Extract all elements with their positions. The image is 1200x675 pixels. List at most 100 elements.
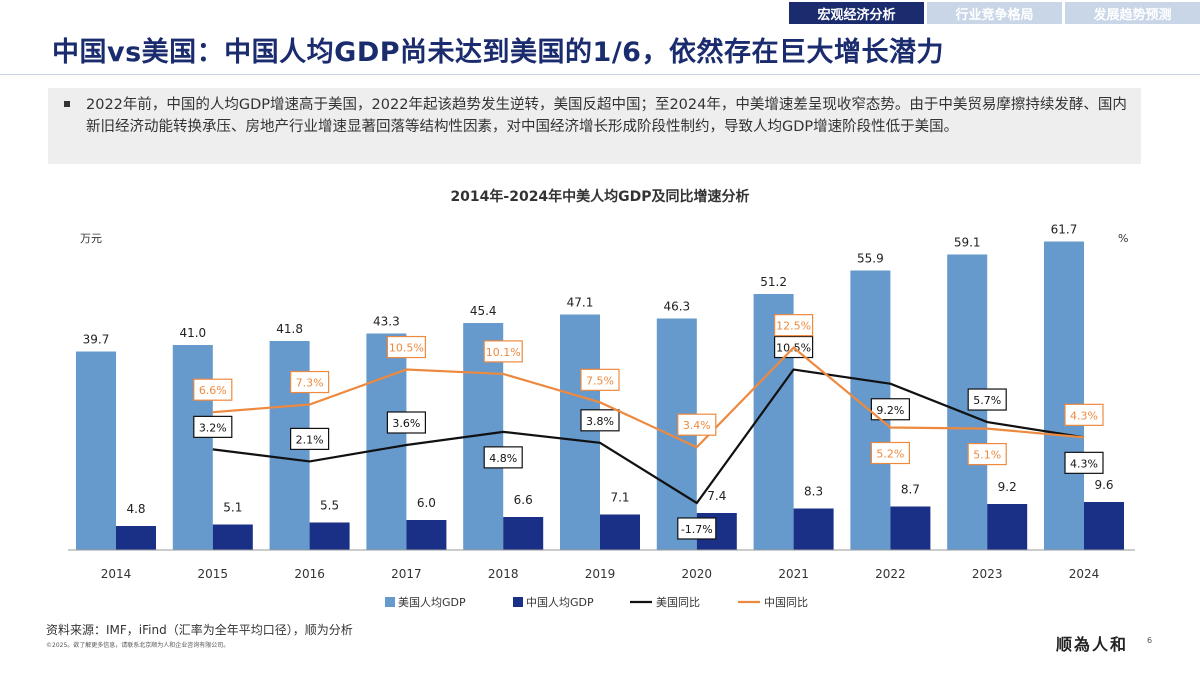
- label-us-growth-2022: 9.2%: [876, 404, 904, 417]
- bar-us-gdp-2024: [1044, 241, 1084, 550]
- page-number: 6: [1147, 636, 1153, 645]
- label-us-growth-2020: -1.7%: [681, 523, 713, 536]
- x-tick-2022: 2022: [875, 567, 906, 581]
- label-us-growth-2018: 4.8%: [489, 452, 517, 465]
- title-divider: [0, 74, 1200, 75]
- label-cn-gdp-2024: 9.6: [1094, 478, 1113, 492]
- legend-label-3: 中国同比: [764, 596, 808, 609]
- label-us-growth-2016: 2.1%: [296, 433, 324, 446]
- x-tick-2021: 2021: [778, 567, 809, 581]
- label-box-us-growth-2022: [870, 398, 911, 421]
- label-cn-growth-2020: 3.4%: [683, 419, 711, 432]
- label-cn-gdp-2023: 9.2: [998, 480, 1017, 494]
- label-box-us-growth-2017: [386, 411, 426, 434]
- label-us-gdp-2014: 39.7: [83, 333, 110, 347]
- label-box-us-growth-2023: [967, 388, 1007, 411]
- line-cn-growth: [212, 346, 1085, 449]
- summary-text: 2022年前，中国的人均GDP增速高于美国，2022年起该趋势发生逆转，美国反超…: [86, 97, 1127, 135]
- label-cn-gdp-2020: 7.4: [707, 489, 726, 503]
- label-us-growth-2023: 5.7%: [973, 394, 1001, 407]
- label-box-cn-growth-2019: [580, 368, 620, 391]
- bar-cn-gdp-2018: [503, 517, 544, 550]
- label-cn-gdp-2017: 6.0: [417, 496, 436, 510]
- label-box-us-growth-2018: [483, 446, 523, 469]
- label-cn-growth-2015: 6.6%: [199, 384, 227, 397]
- x-tick-2014: 2014: [101, 567, 132, 581]
- bullet-icon: [64, 101, 70, 107]
- label-cn-growth-2017: 10.5%: [389, 342, 424, 355]
- label-us-gdp-2016: 41.8: [276, 322, 303, 336]
- label-box-us-growth-2015: [193, 415, 233, 438]
- bar-cn-gdp-2021: [793, 508, 834, 550]
- legend-swatch-0: [385, 597, 395, 607]
- tab-industry-competition[interactable]: 行业竞争格局: [927, 2, 1062, 24]
- label-cn-gdp-2014: 4.8: [126, 502, 145, 516]
- label-box-us-growth-2016: [290, 427, 330, 451]
- bar-cn-gdp-2022: [890, 506, 931, 550]
- page-title: 中国vs美国：中国人均GDP尚未达到美国的1/6，依然存在巨大增长潜力: [52, 37, 944, 68]
- label-us-growth-2015: 3.2%: [199, 421, 227, 434]
- legend-label-2: 美国同比: [656, 596, 700, 609]
- label-box-cn-growth-2016: [290, 370, 330, 394]
- label-us-gdp-2022: 55.9: [857, 252, 884, 266]
- label-cn-gdp-2018: 6.6: [514, 493, 533, 507]
- legend-swatch-1: [513, 597, 523, 607]
- label-cn-growth-2019: 7.5%: [586, 374, 614, 387]
- bar-cn-gdp-2024: [1084, 502, 1124, 550]
- label-box-us-growth-2024: [1064, 451, 1104, 474]
- x-tick-2024: 2024: [1069, 567, 1100, 581]
- x-tick-2020: 2020: [682, 567, 713, 581]
- label-cn-gdp-2021: 8.3: [804, 485, 823, 499]
- x-tick-2017: 2017: [391, 567, 422, 581]
- left-axis-unit: 万元: [80, 232, 102, 245]
- bar-us-gdp-2014: [76, 351, 116, 550]
- label-box-cn-growth-2021: [773, 314, 814, 337]
- line-us-growth: [212, 368, 1085, 505]
- label-cn-gdp-2015: 5.1: [223, 501, 242, 515]
- label-cn-gdp-2016: 5.5: [320, 499, 339, 513]
- label-cn-growth-2018: 10.1%: [486, 346, 521, 359]
- label-us-gdp-2019: 47.1: [567, 296, 594, 310]
- x-tick-2018: 2018: [488, 567, 519, 581]
- label-us-gdp-2017: 43.3: [373, 315, 400, 329]
- tab-trend-forecast[interactable]: 发展趋势预测: [1065, 2, 1200, 24]
- label-us-gdp-2018: 45.4: [470, 304, 497, 318]
- label-cn-gdp-2022: 8.7: [901, 483, 920, 497]
- company-logo: 顺為人和: [1056, 635, 1129, 654]
- label-cn-growth-2022: 5.2%: [876, 448, 904, 461]
- label-us-growth-2024: 4.3%: [1070, 457, 1098, 470]
- label-box-cn-growth-2024: [1064, 403, 1104, 426]
- label-box-cn-growth-2018: [483, 340, 523, 363]
- x-tick-2023: 2023: [972, 567, 1003, 581]
- bar-us-gdp-2017: [366, 333, 407, 550]
- label-us-gdp-2024: 61.7: [1051, 223, 1078, 237]
- label-us-gdp-2023: 59.1: [954, 236, 981, 250]
- bar-cn-gdp-2017: [406, 520, 447, 550]
- x-tick-2016: 2016: [294, 567, 325, 581]
- label-cn-growth-2024: 4.3%: [1070, 409, 1098, 422]
- label-us-gdp-2021: 51.2: [760, 275, 787, 289]
- label-us-growth-2019: 3.8%: [586, 415, 614, 428]
- bar-cn-gdp-2016: [309, 522, 350, 550]
- label-cn-gdp-2019: 7.1: [610, 491, 629, 505]
- label-us-gdp-2020: 46.3: [663, 300, 690, 314]
- tab-macro-economy[interactable]: 宏观经济分析: [789, 2, 924, 24]
- bar-cn-gdp-2023: [987, 504, 1028, 550]
- label-box-cn-growth-2022: [870, 441, 911, 465]
- chart-title: 2014年-2024年中美人均GDP及同比增速分析: [450, 188, 749, 205]
- copyright-note: ©2025。欲了解更多信息，请联系北京顺为人和企业咨询有限公司。: [46, 642, 230, 649]
- bar-us-gdp-2019: [560, 314, 600, 550]
- label-box-cn-growth-2023: [967, 442, 1007, 466]
- label-box-cn-growth-2015: [193, 378, 233, 401]
- bar-us-gdp-2015: [172, 345, 213, 550]
- bar-cn-gdp-2014: [116, 526, 156, 550]
- label-box-cn-growth-2020: [677, 413, 717, 436]
- right-axis-unit: %: [1118, 232, 1128, 245]
- label-box-cn-growth-2017: [386, 335, 426, 359]
- label-box-us-growth-2020: [677, 517, 717, 540]
- source-note: 资料来源：IMF，iFind（汇率为全年平均口径），顺为分析: [46, 623, 353, 637]
- bar-cn-gdp-2015: [212, 524, 253, 550]
- label-cn-growth-2016: 7.3%: [296, 377, 324, 390]
- x-tick-2019: 2019: [585, 567, 616, 581]
